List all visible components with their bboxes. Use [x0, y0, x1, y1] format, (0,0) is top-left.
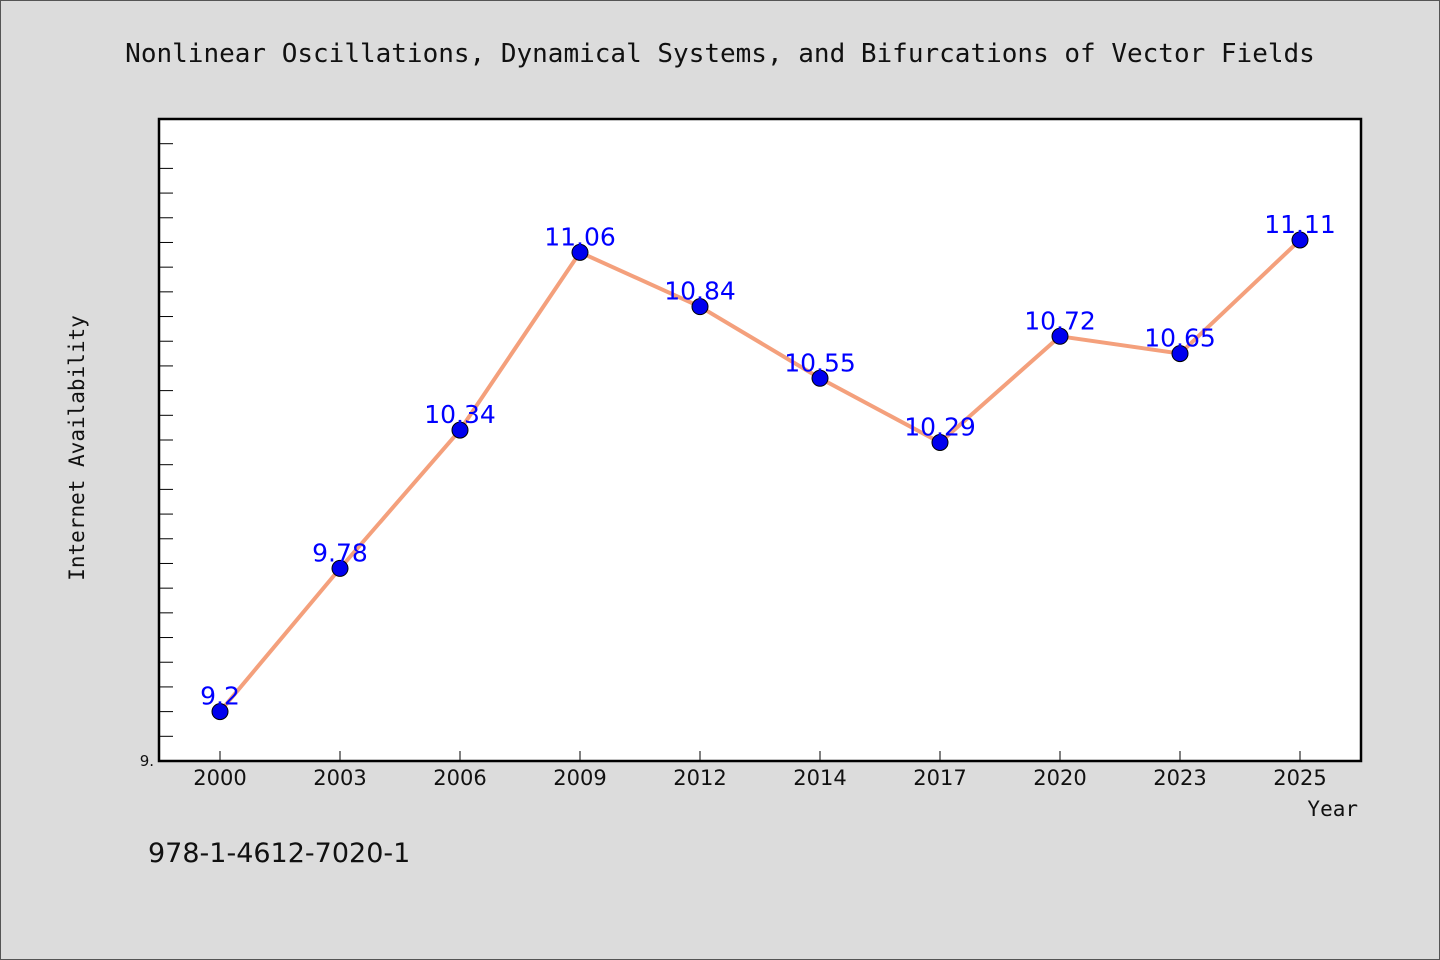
y-tick-label: 9.: [140, 752, 154, 770]
x-tick-label: 2012: [673, 766, 726, 790]
series-markers: [211, 231, 1309, 721]
data-point: [1291, 231, 1309, 249]
x-axis-ticks: 2000 2003 2006 2009 2012 2014 2017 2020 2023 2025: [193, 751, 1327, 790]
data-label: 10.65: [1144, 324, 1216, 353]
data-label: 10.55: [784, 348, 856, 377]
data-point: [1051, 327, 1069, 345]
x-tick-label: 2017: [913, 766, 966, 790]
data-label: 10.72: [1024, 306, 1096, 335]
x-tick-label: 2025: [1273, 766, 1326, 790]
x-tick-label: 2000: [193, 766, 246, 790]
data-label: 11.06: [544, 222, 616, 251]
data-point: [931, 433, 949, 451]
x-tick-label: 2020: [1033, 766, 1086, 790]
x-tick-label: 2014: [793, 766, 846, 790]
data-label: 10.29: [904, 412, 976, 441]
data-label: 9.78: [312, 538, 368, 567]
x-tick-label: 2003: [313, 766, 366, 790]
isbn-text: 978-1-4612-7020-1: [148, 838, 410, 869]
data-label: 10.34: [424, 400, 496, 429]
data-point: [691, 298, 709, 316]
x-tick-label: 2006: [433, 766, 486, 790]
data-labels: 9.2 9.78 10.34 11.06 10.84 10.55 10.29 10.72 10.…: [200, 210, 1336, 711]
data-point: [811, 369, 829, 387]
data-label: 9.2: [200, 682, 240, 711]
plot-area: [157, 117, 1363, 763]
data-point: [211, 703, 229, 721]
data-point: [451, 421, 469, 439]
data-label: 10.84: [664, 277, 736, 306]
x-tick-label: 2023: [1153, 766, 1206, 790]
data-point: [331, 559, 349, 577]
data-point: [1171, 345, 1189, 363]
series-line: [218, 238, 1302, 713]
data-label: 11.11: [1264, 210, 1336, 239]
chart-title: Nonlinear Oscillations, Dynamical System…: [125, 39, 1315, 69]
x-axis-label: Year: [1307, 797, 1358, 821]
x-tick-label: 2009: [553, 766, 606, 790]
y-axis-label: Internet Availability: [65, 315, 89, 581]
y-axis-ticks: 9.: [140, 143, 173, 770]
series-line-group: [218, 238, 1302, 713]
data-point: [571, 243, 589, 261]
